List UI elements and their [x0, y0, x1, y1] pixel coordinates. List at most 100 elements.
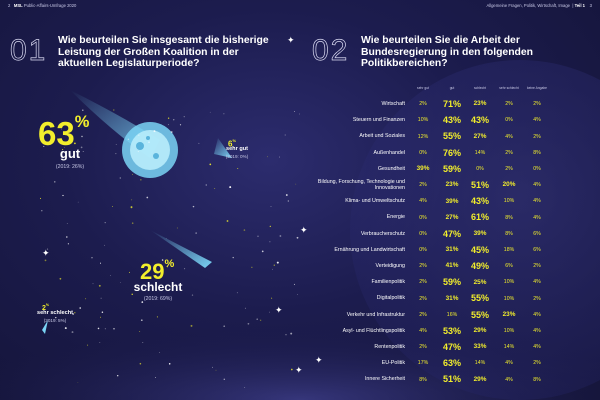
row-label: Bildung, Forschung, Technologie und Inno… [317, 179, 405, 191]
table-cell: 8% [505, 230, 513, 237]
table-cell: 2% [419, 344, 427, 351]
table-cell: 59% [442, 277, 462, 288]
table-cell: 47% [442, 342, 462, 353]
star-dot [104, 221, 106, 224]
star-dot [46, 248, 49, 250]
result-value-0: 63% [38, 113, 90, 153]
table-cell: 14% [474, 360, 486, 367]
sparkle-icon: ✦ [287, 35, 295, 45]
row-label: Verkehr und Infrastruktur [346, 311, 405, 318]
row-label: Digitalpolitik [376, 295, 405, 302]
row-label: Steuern und Finanzen [352, 117, 405, 124]
star-dot [120, 281, 121, 283]
star-dot [104, 244, 105, 246]
star-dot [59, 277, 62, 280]
table-cell: 55% [470, 309, 490, 320]
table-cell: 76% [442, 147, 462, 158]
percent-sign: % [232, 138, 237, 143]
star-dot [247, 322, 250, 325]
table-cell: 10% [503, 295, 515, 302]
table-cell: 4% [419, 198, 427, 205]
star-dot [167, 117, 170, 119]
section-crumb: Allgemeine Fragen, Politik, Wirtschaft, … [486, 3, 571, 8]
star-dot [77, 201, 79, 203]
star-dot [66, 222, 68, 224]
star-dot [100, 297, 102, 299]
table-cell: 0% [419, 149, 427, 156]
star-dot [82, 151, 84, 153]
star-dot [215, 369, 217, 371]
table-cell: 4% [533, 182, 541, 189]
column-header-1: gut [449, 86, 455, 90]
star-dot [269, 241, 271, 243]
table-cell: 4% [533, 117, 541, 124]
star-dot [81, 135, 83, 138]
row-label: Arbeit und Soziales [359, 133, 405, 140]
table-cell: 4% [533, 327, 541, 334]
table-cell: 8% [533, 376, 541, 383]
page-header-right: Allgemeine Fragen, Politik, Wirtschaft, … [486, 3, 592, 8]
planet-shape [350, 60, 600, 400]
table-cell: 12% [417, 133, 429, 140]
star-dot [159, 352, 161, 353]
star-dot [87, 344, 89, 346]
star-dot [67, 243, 69, 245]
table-cell: 29% [473, 375, 487, 383]
table-cell: 63% [442, 358, 462, 369]
star-dot [272, 268, 273, 270]
star-dot [149, 283, 151, 285]
star-dot [267, 156, 268, 158]
star-dot [41, 209, 43, 212]
star-dot [184, 268, 186, 270]
star-dot [61, 128, 62, 130]
star-dot [290, 332, 293, 335]
star-dot [237, 167, 239, 170]
question-text-left: Wie beurteilen Sie insgesamt die bisheri… [58, 35, 269, 70]
table-cell: 51% [470, 180, 490, 191]
page-number-left: 2 [8, 3, 11, 8]
report-title: Public-Affairs-Umfrage 2020 [23, 3, 77, 8]
row-label: Familienpolitik [371, 279, 405, 286]
table-cell: 0% [476, 165, 484, 172]
star-dot [140, 319, 143, 322]
star-dot [170, 131, 173, 133]
row-label: Asyl- und Flüchtlingspolitik [342, 327, 405, 334]
star-dot [223, 378, 226, 381]
result-label-0: gut [59, 146, 81, 161]
table-cell: 29% [473, 327, 487, 335]
section-part: Teil 1 [574, 3, 585, 8]
table-cell: 23% [502, 311, 516, 319]
star-dot [299, 113, 300, 115]
star-dot [166, 238, 167, 239]
star-dot [287, 200, 289, 202]
star-dot [55, 316, 57, 319]
star-dot [146, 196, 149, 199]
big-comet-crater [136, 142, 144, 150]
star-dot [138, 134, 140, 136]
star-dot [256, 318, 258, 320]
star-dot [92, 283, 94, 285]
star-dot [112, 206, 113, 208]
star-dot [77, 381, 79, 383]
table-cell: 0% [505, 117, 513, 124]
star-dot [259, 319, 262, 321]
star-dot [191, 294, 194, 296]
percent-sign: % [74, 113, 90, 131]
star-dot [285, 334, 287, 336]
star-dot [296, 236, 299, 239]
table-cell: 16% [446, 311, 458, 318]
star-dot [167, 266, 168, 268]
page-header-left: 2 MSL Public-Affairs-Umfrage 2020 [8, 3, 76, 8]
table-cell: 20% [502, 181, 516, 189]
result-comparison-2: (2019: 69%) [143, 296, 173, 303]
star-dot [82, 109, 84, 112]
star-dot [99, 262, 102, 264]
table-cell: 2% [533, 263, 541, 270]
table-cell: 0% [419, 230, 427, 237]
star-dot [226, 220, 229, 222]
table-cell: 55% [442, 131, 462, 142]
star-dot [269, 225, 271, 228]
star-dot [141, 301, 144, 303]
table-cell: 0% [419, 246, 427, 253]
star-dot [44, 259, 47, 262]
